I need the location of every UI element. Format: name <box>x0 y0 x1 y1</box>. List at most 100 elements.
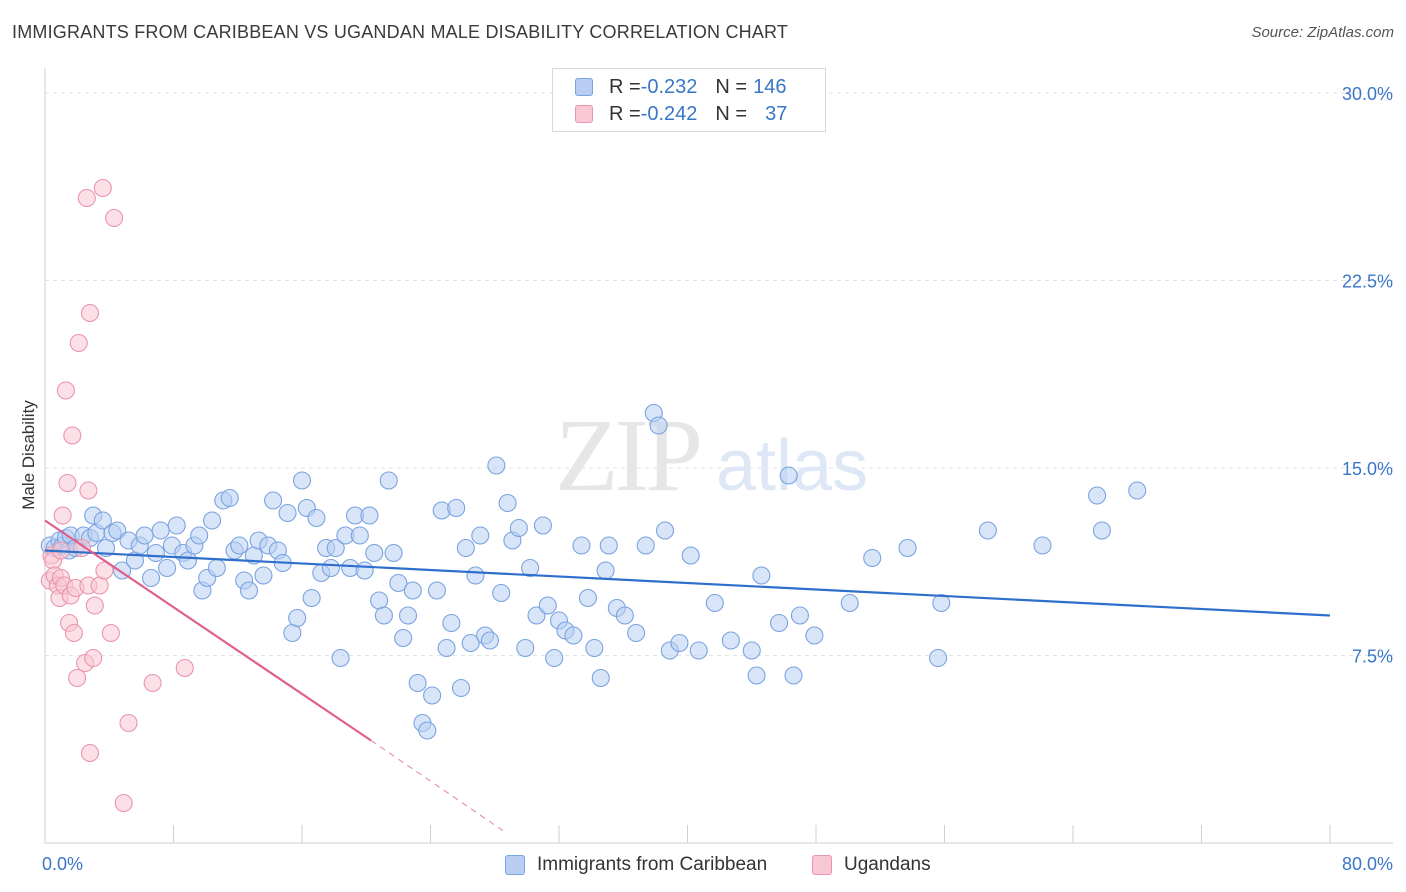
point-caribbean <box>790 606 809 625</box>
point-caribbean <box>898 538 917 558</box>
point-caribbean <box>527 606 546 625</box>
series-ugandans-points <box>40 178 194 813</box>
point-caribbean <box>423 686 442 705</box>
legend-n-label: N = <box>715 102 748 125</box>
point-caribbean <box>615 606 634 625</box>
point-caribbean <box>442 613 461 633</box>
watermark-zip: ZIP <box>555 398 699 513</box>
point-caribbean <box>394 628 413 648</box>
point-caribbean <box>207 558 226 578</box>
point-caribbean <box>190 526 209 545</box>
point-caribbean <box>466 566 485 585</box>
point-caribbean <box>784 666 803 685</box>
point-caribbean <box>681 546 700 565</box>
legend-n-value: 37 <box>765 102 788 125</box>
y-tick-label: 7.5% <box>1352 647 1393 667</box>
point-caribbean <box>384 543 403 563</box>
point-caribbean <box>538 596 557 615</box>
point-caribbean <box>374 606 393 625</box>
y-tick-label: 15.0% <box>1342 459 1393 479</box>
point-caribbean <box>146 543 165 563</box>
point-caribbean <box>578 588 597 608</box>
point-caribbean <box>167 516 186 535</box>
point-caribbean <box>779 466 798 485</box>
point-caribbean <box>370 591 389 610</box>
chart-title: IMMIGRANTS FROM CARIBBEAN VS UGANDAN MAL… <box>12 22 789 42</box>
point-caribbean <box>591 668 610 688</box>
point-caribbean <box>278 503 297 523</box>
point-caribbean <box>360 506 379 525</box>
point-caribbean <box>929 648 948 668</box>
point-caribbean <box>203 511 222 530</box>
point-caribbean <box>487 456 506 475</box>
point-caribbean <box>599 536 618 555</box>
point-caribbean <box>480 631 499 650</box>
point-caribbean <box>141 568 161 588</box>
point-ugandans <box>101 623 120 643</box>
point-caribbean <box>471 526 490 545</box>
point-caribbean <box>1128 481 1147 500</box>
tick-labels: 7.5% 15.0% 22.5% 30.0% <box>1342 84 1393 667</box>
point-caribbean <box>379 471 398 490</box>
point-caribbean <box>331 648 350 668</box>
point-ugandans <box>80 743 100 763</box>
point-caribbean <box>461 633 480 653</box>
legend-label-caribbean: Immigrants from Caribbean <box>537 854 768 875</box>
point-caribbean <box>302 588 321 608</box>
y-axis-label: Male Disability <box>19 400 38 510</box>
point-caribbean <box>721 631 740 650</box>
series-caribbean-points <box>40 403 1147 740</box>
point-caribbean <box>1088 486 1107 505</box>
point-ugandans <box>143 673 162 693</box>
point-caribbean <box>408 673 427 693</box>
point-caribbean <box>96 538 116 558</box>
legend-r-value: -0.242 <box>640 102 698 125</box>
point-caribbean <box>158 558 177 578</box>
point-caribbean <box>451 678 471 698</box>
legend-swatch-ugandans <box>575 105 593 123</box>
point-caribbean <box>655 521 675 540</box>
point-caribbean <box>437 638 456 658</box>
point-ugandans <box>58 473 77 493</box>
axes <box>44 68 1393 844</box>
point-caribbean <box>321 558 340 578</box>
point-caribbean <box>705 593 724 613</box>
point-ugandans <box>84 648 103 668</box>
point-caribbean <box>492 583 511 603</box>
point-caribbean <box>516 638 535 658</box>
point-ugandans <box>93 178 112 198</box>
point-caribbean <box>533 516 552 535</box>
point-caribbean <box>307 508 326 528</box>
point-ugandans <box>77 188 96 208</box>
point-caribbean <box>230 536 249 555</box>
point-caribbean <box>747 666 766 685</box>
trend-line-caribbean <box>44 549 1331 617</box>
point-ugandans <box>119 713 138 733</box>
point-caribbean <box>840 593 859 613</box>
point-caribbean <box>596 561 615 580</box>
legend-n-label: N = <box>715 75 748 98</box>
point-caribbean <box>770 613 789 633</box>
point-caribbean <box>545 648 564 668</box>
legend-item-ugandans: Ugandans <box>812 852 931 878</box>
point-caribbean <box>863 548 882 568</box>
point-ugandans <box>68 668 87 688</box>
point-ugandans <box>63 426 82 445</box>
point-caribbean <box>1033 536 1052 555</box>
point-caribbean <box>564 626 583 645</box>
point-caribbean <box>326 538 345 558</box>
point-caribbean <box>509 518 528 538</box>
legend-r-label: R = <box>609 75 641 98</box>
point-caribbean <box>178 551 198 570</box>
point-caribbean <box>627 623 646 643</box>
point-caribbean <box>427 581 446 600</box>
point-caribbean <box>418 721 437 740</box>
point-caribbean <box>151 521 170 540</box>
point-caribbean <box>932 593 951 613</box>
y-tick-label: 22.5% <box>1342 272 1393 292</box>
point-caribbean <box>649 416 668 435</box>
point-caribbean <box>521 558 540 578</box>
point-caribbean <box>1092 521 1111 540</box>
point-caribbean <box>978 521 997 540</box>
